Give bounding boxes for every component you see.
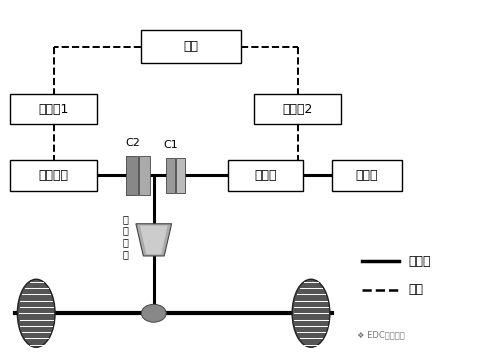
Text: 电池: 电池 [184,40,198,53]
Text: 电能: 电能 [408,284,423,296]
Ellipse shape [292,279,330,347]
Text: C1: C1 [164,140,179,150]
Bar [176,158,185,193]
Text: 传
动
机
构: 传 动 机 构 [122,214,128,259]
Circle shape [141,304,166,322]
Bar [10,94,97,125]
Polygon shape [140,226,168,254]
Text: C2: C2 [125,138,140,148]
Text: 逆变器2: 逆变器2 [282,103,313,116]
Bar [332,160,402,190]
Bar [141,30,241,63]
Polygon shape [136,224,172,256]
Ellipse shape [17,279,55,347]
Text: 发动机: 发动机 [356,169,378,182]
Bar [254,94,341,125]
Bar [10,160,97,190]
Bar [126,156,137,195]
Text: ❖ EDC电驱未来: ❖ EDC电驱未来 [357,330,405,339]
Text: 逆变器1: 逆变器1 [38,103,69,116]
Bar [228,160,303,190]
Text: 机械能: 机械能 [408,255,431,268]
Text: 发电机: 发电机 [254,169,277,182]
Text: 驱动电机: 驱动电机 [39,169,68,182]
Bar [166,158,175,193]
Bar [139,156,150,195]
